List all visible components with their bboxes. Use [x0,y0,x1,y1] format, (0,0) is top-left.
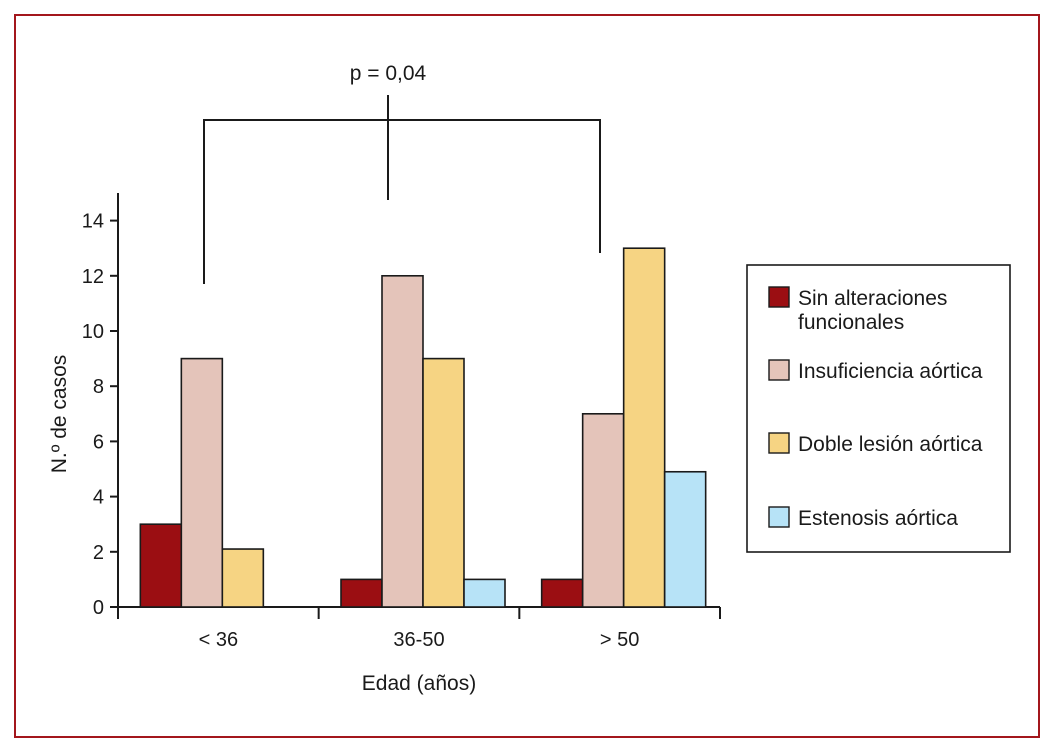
y-tick-label: 10 [82,321,104,343]
legend-swatch [768,432,790,454]
bar [422,357,465,608]
bar [622,247,666,608]
legend-label: Doble lesión aórtica [798,433,983,456]
y-axis-title: N.º de casos [48,355,71,474]
bar [340,578,383,608]
legend-label: Insuficiencia aórtica [798,360,983,383]
x-tick-label: < 36 [199,629,238,651]
y-tick-label: 14 [82,211,104,233]
x-tick-label: > 50 [600,629,639,651]
bar [381,274,424,608]
legend-label: funcionales [798,311,904,334]
bars [139,247,707,608]
legend-box [746,264,1011,553]
legend-swatch [768,506,790,528]
legend-swatch [768,359,790,381]
x-tick-label: 36-50 [393,629,444,651]
y-tick-label: 2 [93,542,104,564]
p-value-label: p = 0,04 [350,62,427,85]
bar [221,548,265,608]
y-tick-label: 4 [93,487,104,509]
y-tick-label: 8 [93,376,104,398]
bar [540,578,584,608]
bar [663,470,707,608]
legend-label: Sin alteraciones [798,287,947,310]
bar [581,412,625,608]
bar [180,357,224,608]
significance-bracket: p = 0,04 [203,62,601,284]
y-tick-label: 6 [93,431,104,453]
legend-swatch [768,286,790,308]
bar [139,523,183,608]
bar [463,578,506,608]
y-tick-label: 12 [82,266,104,288]
legend-label: Estenosis aórtica [798,507,958,530]
x-axis-title: Edad (años) [362,672,476,695]
y-tick-label: 0 [93,597,104,619]
bracket-line [203,119,601,284]
